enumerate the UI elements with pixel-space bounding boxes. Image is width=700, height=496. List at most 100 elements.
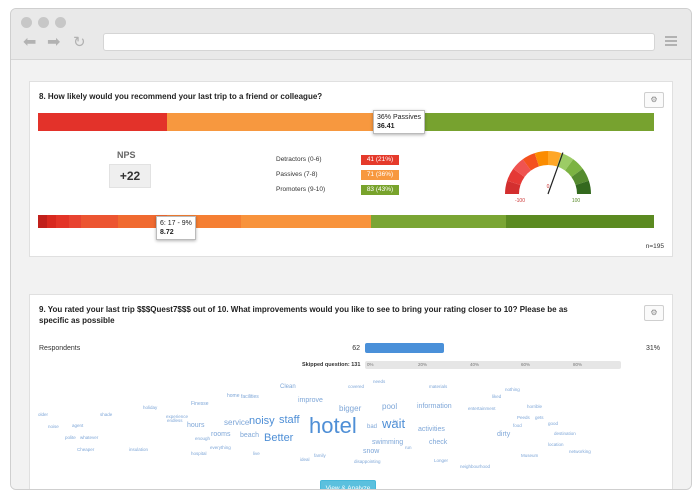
- question-8-title: 8. How likely would you recommend your l…: [39, 92, 323, 101]
- word-cloud-term[interactable]: staff: [279, 414, 300, 426]
- window-close-dot[interactable]: [21, 17, 32, 28]
- word-cloud-term[interactable]: agent: [72, 423, 84, 428]
- word-cloud-term[interactable]: dirty: [497, 431, 511, 438]
- nps-segment-0[interactable]: [38, 113, 168, 131]
- word-cloud-term[interactable]: holiday: [143, 405, 158, 410]
- gear-icon[interactable]: ⚙: [644, 305, 664, 321]
- gauge-band-8: [571, 168, 589, 186]
- word-cloud-term[interactable]: noisy: [249, 415, 275, 427]
- promoters-label: Promoters (9-10): [276, 186, 326, 193]
- word-cloud-term[interactable]: experience: [166, 414, 189, 419]
- word-cloud-term[interactable]: family: [314, 453, 326, 458]
- word-cloud-term[interactable]: home: [227, 393, 240, 399]
- word-cloud-term[interactable]: older: [38, 412, 49, 417]
- word-cloud-term[interactable]: hospital: [191, 451, 207, 456]
- word-cloud-term[interactable]: Longer: [434, 458, 449, 463]
- word-cloud-term[interactable]: swimming: [372, 439, 404, 446]
- word-cloud-term[interactable]: liked: [492, 394, 502, 399]
- score-segment-3[interactable]: [68, 215, 82, 228]
- word-cloud-term[interactable]: snow: [363, 448, 380, 455]
- word-cloud-term[interactable]: ideal: [300, 457, 310, 462]
- question-9-title: 9. You rated your last trip $$$Quest7$$$…: [39, 305, 568, 325]
- scale-tick: 20%: [418, 362, 428, 367]
- word-cloud-term[interactable]: Museum: [521, 453, 539, 458]
- nps-segment-2[interactable]: [389, 113, 654, 131]
- word-cloud-term[interactable]: polite: [65, 435, 76, 440]
- word-cloud-term[interactable]: entertainment: [468, 406, 496, 411]
- word-cloud-term[interactable]: Clean: [280, 384, 296, 390]
- word-cloud-term[interactable]: live: [253, 451, 260, 456]
- score-distribution-bar: [38, 215, 654, 228]
- score-segment-7[interactable]: [241, 215, 371, 228]
- word-cloud-term[interactable]: run: [405, 445, 412, 450]
- score-segment-2[interactable]: [56, 215, 69, 228]
- score-segment-8[interactable]: [370, 215, 507, 228]
- back-arrow-icon[interactable]: ⬅: [23, 32, 37, 51]
- reload-icon[interactable]: ↻: [73, 33, 86, 51]
- word-cloud-term[interactable]: Peeds: [517, 415, 530, 420]
- passives-label: Passives (7-8): [276, 171, 318, 178]
- word-cloud-term[interactable]: hotel: [309, 413, 357, 438]
- word-cloud-term[interactable]: networking: [569, 449, 591, 454]
- word-cloud-term[interactable]: covered: [348, 384, 365, 389]
- word-cloud-term[interactable]: location: [548, 442, 564, 447]
- word-cloud-term[interactable]: bigger: [339, 404, 362, 413]
- score-segment-4[interactable]: [81, 215, 119, 228]
- gauge-band-6: [556, 153, 574, 171]
- word-cloud-term[interactable]: destination: [554, 431, 576, 436]
- address-bar[interactable]: [103, 33, 655, 51]
- word-cloud-term[interactable]: gets: [535, 415, 544, 420]
- word-cloud-term[interactable]: food: [513, 423, 522, 428]
- browser-window: ⬅ ➡ ↻ 8. How likely would you recommend …: [10, 8, 692, 490]
- word-cloud-term[interactable]: endless: [167, 418, 183, 423]
- score-segment-5[interactable]: [118, 215, 168, 228]
- word-cloud-term[interactable]: enough: [195, 436, 211, 441]
- word-cloud-term[interactable]: bad: [367, 424, 378, 430]
- word-cloud-term[interactable]: pool: [382, 402, 398, 411]
- word-cloud-term[interactable]: needs: [373, 379, 386, 384]
- gauge-mid-label: 0: [547, 184, 550, 190]
- word-cloud-term[interactable]: materials: [429, 384, 448, 389]
- word-cloud-term[interactable]: noise: [48, 424, 59, 429]
- skipped-question-label: Skipped question: 131: [302, 362, 361, 368]
- word-cloud-term[interactable]: wait: [382, 416, 406, 431]
- word-cloud-term[interactable]: Better: [264, 432, 294, 444]
- word-cloud-term[interactable]: activities: [418, 426, 445, 433]
- scale-tick: 0%: [367, 362, 374, 367]
- word-cloud-term[interactable]: disappointing: [354, 459, 381, 464]
- word-cloud-term[interactable]: neighbourhood: [460, 464, 491, 469]
- word-cloud-term[interactable]: Finesse: [191, 401, 209, 407]
- score-segment-9[interactable]: [506, 215, 654, 228]
- view-analyze-button[interactable]: View & Analyze: [320, 480, 376, 489]
- word-cloud-term[interactable]: improve: [298, 397, 323, 404]
- word-cloud-term[interactable]: beach: [240, 432, 260, 439]
- word-cloud-term[interactable]: far: [393, 419, 399, 424]
- word-cloud-term[interactable]: information: [417, 403, 452, 410]
- word-cloud-term[interactable]: everything: [210, 445, 231, 450]
- hamburger-menu-icon[interactable]: [665, 36, 677, 48]
- gear-icon[interactable]: ⚙: [644, 92, 664, 108]
- word-cloud-term[interactable]: shade: [100, 412, 113, 417]
- word-cloud-term[interactable]: good: [548, 421, 559, 426]
- word-cloud-term[interactable]: nothing: [505, 387, 520, 392]
- question-8-card: 8. How likely would you recommend your l…: [29, 81, 673, 257]
- respondents-count: 62: [352, 345, 360, 352]
- word-cloud-term[interactable]: check: [429, 439, 448, 446]
- passives-value: 71 (36%): [361, 170, 399, 180]
- respondents-bar: [365, 343, 621, 353]
- word-cloud-term[interactable]: Cheaper: [77, 447, 95, 452]
- word-cloud-term[interactable]: hours: [187, 422, 205, 429]
- word-cloud-term[interactable]: service: [224, 418, 250, 427]
- forward-arrow-icon[interactable]: ➡: [47, 32, 61, 51]
- gauge-band-1: [507, 168, 525, 186]
- word-cloud-term[interactable]: facilities: [241, 394, 259, 400]
- nps-segment-1[interactable]: [167, 113, 390, 131]
- word-cloud-term[interactable]: rooms: [211, 431, 231, 438]
- window-minimize-dot[interactable]: [38, 17, 49, 28]
- word-cloud-term[interactable]: insulation: [129, 447, 149, 452]
- score-segment-1[interactable]: [47, 215, 57, 228]
- word-cloud-term[interactable]: whatever: [80, 435, 99, 440]
- window-maximize-dot[interactable]: [55, 17, 66, 28]
- word-cloud-term[interactable]: horrible: [527, 404, 543, 409]
- score-segment-0[interactable]: [38, 215, 48, 228]
